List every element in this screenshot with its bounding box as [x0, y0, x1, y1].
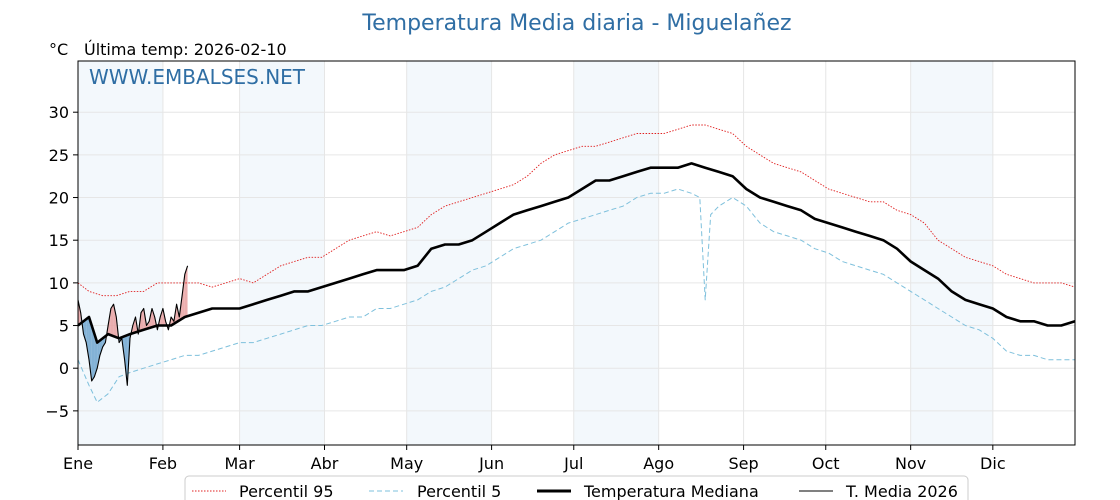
anomaly-fill-below [91, 325, 95, 381]
y-tick-label: 25 [49, 146, 69, 165]
anomaly-fill-above [78, 299, 81, 326]
x-tick-label: Jun [478, 454, 504, 473]
anomaly-fill-above [140, 308, 144, 331]
grid-lines [77, 61, 1075, 445]
month-band-ene [78, 61, 163, 445]
y-tick-label: 10 [49, 274, 69, 293]
series-line-0 [77, 124, 1076, 297]
y-tick-label: 0 [59, 359, 69, 378]
x-tick-label: May [390, 454, 423, 473]
anomaly-fill-below [83, 319, 87, 343]
legend-label-median: Temperatura Mediana [583, 482, 759, 500]
series-line-2 [77, 162, 1076, 344]
x-tick-label: Ene [63, 454, 93, 473]
y-axis: 30 25 20 15 10 5 0 −5 [45, 103, 78, 421]
month-band-may [406, 61, 492, 445]
x-tick-label: Ago [643, 454, 674, 473]
x-tick-label: Sep [729, 454, 759, 473]
x-tick-label: Oct [812, 454, 840, 473]
legend-label-p5: Percentil 5 [417, 482, 501, 500]
anomaly-fill-below [99, 338, 103, 356]
last-temp-label: Última temp: 2026-02-10 [84, 40, 287, 59]
legend-label-p95: Percentil 95 [239, 482, 334, 500]
legend: Percentil 95 Percentil 5 Temperatura Med… [184, 475, 969, 500]
anomaly-fill-above [160, 308, 163, 326]
month-band-mar [239, 61, 325, 445]
anomaly-fill-below [97, 340, 100, 369]
series-line-3 [77, 265, 189, 386]
y-tick-label: −5 [45, 402, 69, 421]
anomaly-fill-above [182, 274, 185, 319]
chart-title: Temperatura Media diaria - Miguelañez [361, 11, 791, 36]
month-band-nov [910, 61, 993, 445]
anomaly-fill-below [86, 317, 89, 360]
anomaly-fill-above [132, 317, 136, 334]
y-tick-label: 5 [59, 317, 69, 336]
x-tick-label: Nov [895, 454, 926, 473]
legend-box [184, 475, 969, 500]
anomaly-fill-above [113, 304, 117, 338]
y-tick-label: 30 [49, 103, 69, 122]
x-axis: Ene Feb Mar Abr May Jun Jul Ago Sep Oct Nov Dic [63, 445, 1006, 473]
series-line-1 [77, 188, 1075, 403]
y-tick-label: 15 [49, 231, 69, 250]
y-tick-label: 20 [49, 189, 69, 208]
anomaly-fill-below [94, 334, 98, 377]
x-tick-label: Abr [311, 454, 339, 473]
series-lines [77, 124, 1076, 403]
x-tick-label: Jul [563, 454, 583, 473]
anomaly-fill-above [184, 265, 188, 317]
anomaly-fill-above [110, 304, 114, 337]
plot-frame [77, 60, 1076, 446]
x-tick-label: Feb [149, 454, 177, 473]
unit-label: °C [49, 40, 68, 59]
watermark: WWW.EMBALSES.NET [89, 65, 306, 89]
month-band-jul [573, 61, 659, 445]
x-tick-label: Mar [225, 454, 256, 473]
anomaly-fill-above [151, 308, 155, 328]
legend-label-2026: T. Media 2026 [845, 482, 958, 500]
month-shading [78, 61, 993, 445]
anomaly-fill-below [124, 335, 128, 386]
x-tick-label: Dic [980, 454, 1006, 473]
